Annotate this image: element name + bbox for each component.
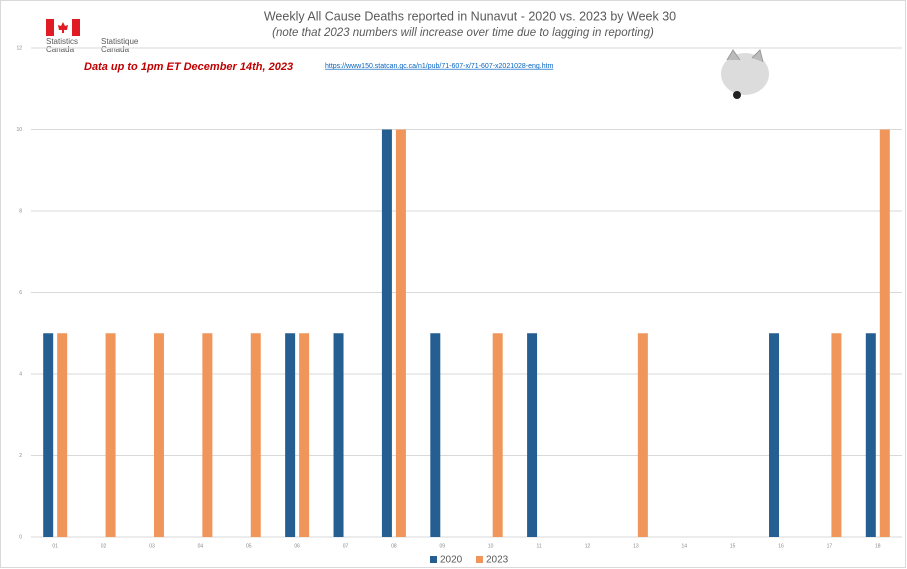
x-tick-label: 15 (730, 543, 736, 549)
paw (733, 91, 741, 99)
x-tick-label: 17 (827, 543, 833, 549)
x-tick-label: 02 (101, 543, 107, 549)
y-tick-label: 6 (19, 290, 22, 296)
bar (527, 333, 538, 537)
bar (879, 129, 890, 537)
chart-subtitle: (note that 2023 numbers will increase ov… (272, 27, 654, 39)
bar (831, 333, 842, 537)
x-tick-label: 06 (294, 543, 300, 549)
data-note: Data up to 1pm ET December 14th, 2023 (84, 61, 293, 73)
x-tick-label: 12 (585, 543, 591, 549)
x-tick-label: 03 (149, 543, 155, 549)
x-tick-label: 08 (391, 543, 397, 549)
x-tick-label: 01 (52, 543, 58, 549)
wolf-logo (721, 49, 769, 99)
y-tick-label: 2 (19, 453, 22, 459)
x-tick-label: 10 (488, 543, 494, 549)
bar (105, 333, 116, 537)
source-link[interactable]: https://www150.statcan.gc.ca/n1/pub/71-6… (325, 63, 554, 70)
legend-label: 2023 (486, 555, 509, 566)
flag-band (46, 19, 54, 36)
y-tick-label: 12 (16, 45, 22, 51)
legend-label: 2020 (440, 555, 463, 566)
x-tick-label: 14 (681, 543, 687, 549)
bar (285, 333, 296, 537)
flag-band (72, 19, 80, 36)
maple-leaf (58, 22, 68, 33)
bar (492, 333, 503, 537)
y-tick-label: 4 (19, 371, 22, 377)
bar (430, 333, 441, 537)
bar (333, 333, 344, 537)
bar (153, 333, 164, 537)
bar (381, 129, 392, 537)
logo-text: Statistique (101, 37, 139, 46)
legend-swatch (476, 556, 483, 563)
bar (299, 333, 310, 537)
x-tick-label: 13 (633, 543, 639, 549)
bar (395, 129, 406, 537)
bar (202, 333, 213, 537)
x-tick-label: 09 (440, 543, 446, 549)
y-tick-label: 8 (19, 208, 22, 214)
bar (865, 333, 876, 537)
x-tick-label: 04 (198, 543, 204, 549)
bar (43, 333, 54, 537)
x-tick-label: 11 (536, 543, 541, 549)
bar (57, 333, 68, 537)
bar (637, 333, 648, 537)
x-tick-label: 18 (875, 543, 881, 549)
chart-title: Weekly All Cause Deaths reported in Nuna… (264, 9, 676, 23)
logo-text: Statistics (46, 37, 78, 46)
y-tick-label: 0 (19, 534, 22, 540)
y-tick-label: 10 (16, 127, 22, 133)
logo-text: Canada (46, 45, 75, 54)
statcan-logo: Statistics Canada Statistique Canada (46, 19, 139, 54)
logo-text: Canada (101, 45, 130, 54)
x-tick-label: 16 (778, 543, 784, 549)
legend-swatch (430, 556, 437, 563)
bar (250, 333, 261, 537)
x-tick-label: 05 (246, 543, 252, 549)
wolf-ears (726, 49, 764, 63)
bar (769, 333, 780, 537)
x-tick-label: 07 (343, 543, 349, 549)
wolf-head (721, 53, 769, 95)
